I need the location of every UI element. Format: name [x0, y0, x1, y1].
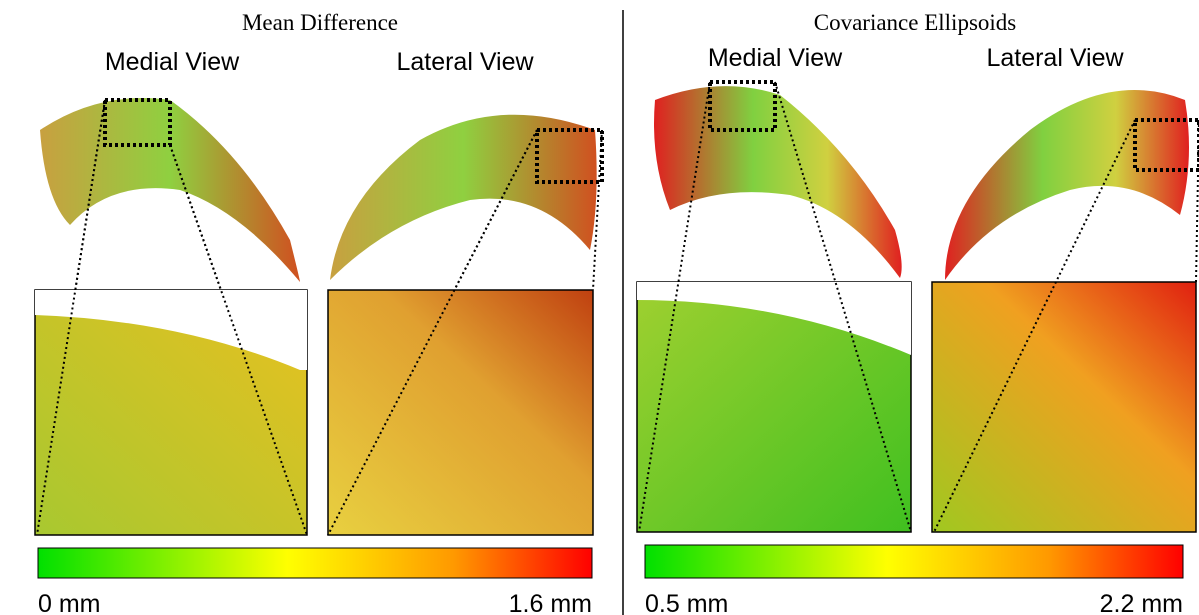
zoom-region [1133, 118, 1199, 172]
panel-title: Covariance Ellipsoids [814, 10, 1017, 35]
zoom-region [103, 98, 172, 147]
view-label: Medial View [105, 48, 240, 76]
zoom-region [535, 128, 604, 184]
background [35, 290, 307, 370]
panel-title: Mean Difference [242, 10, 398, 35]
zoom-lines [638, 81, 1199, 533]
view-label: Lateral View [396, 48, 534, 76]
colorbar [644, 544, 1184, 579]
zoom-panel [327, 289, 594, 536]
background [637, 282, 911, 355]
zoom-region [708, 80, 777, 132]
scale-max: 2.2 mm [1100, 590, 1183, 615]
view-label: Lateral View [986, 44, 1124, 72]
shape [330, 114, 597, 280]
colorbar [37, 547, 593, 579]
scale-max: 1.6 mm [509, 590, 592, 615]
shape [654, 86, 902, 278]
zoom-panel [931, 281, 1197, 533]
view-label: Medial View [708, 44, 843, 72]
shape [945, 90, 1189, 280]
zoom-lines [36, 99, 538, 536]
scale-min: 0.5 mm [645, 590, 728, 615]
scale-min: 0 mm [38, 590, 101, 615]
